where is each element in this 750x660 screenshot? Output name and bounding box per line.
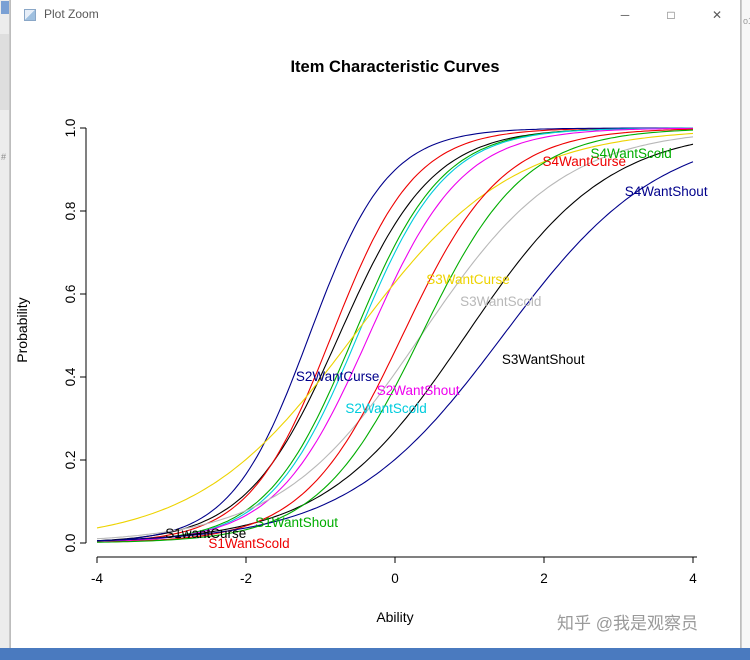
window-icon: [24, 9, 36, 21]
curve-S4WantShout: [96, 161, 694, 542]
curve-S3WantCurse: [96, 132, 694, 529]
x-tick-label: -2: [240, 571, 252, 586]
left-sliver-icon: [1, 1, 9, 14]
curve-label-S3WantCurse: S3WantCurse: [426, 272, 510, 287]
background-window-left-sliver: #: [0, 0, 10, 648]
background-window-right-sliver: o1: [741, 0, 750, 648]
curve-S3WantScold: [96, 136, 694, 540]
left-sliver-glyph: #: [1, 152, 7, 162]
window-title: Plot Zoom: [44, 7, 99, 21]
curve-S2WantCurse: [96, 127, 693, 542]
curve-label-S4WantShout: S4WantShout: [625, 184, 708, 199]
y-tick-label: 0.8: [63, 202, 78, 221]
curve-label-S3WantShout: S3WantShout: [502, 352, 585, 367]
plot-zoom-window: Plot Zoom ─ □ ✕ Item Characteristic Curv…: [10, 0, 741, 648]
curve-label-S4WantScold: S4WantScold: [591, 146, 672, 161]
curve-S1WantScold: [96, 127, 693, 543]
icc-plot: Item Characteristic Curves -4 -2 0 2 4 0.0 0.2 0…: [14, 58, 708, 625]
curve-S1wantCurse: [96, 127, 693, 542]
curve-label-S1wantCurse: S1wantCurse: [165, 526, 246, 541]
curve-label-S2WantScold: S2WantScold: [345, 401, 426, 416]
bottom-blue-bar: [0, 648, 750, 660]
curve-S1WantShout: [96, 127, 693, 543]
x-tick-label: -4: [91, 571, 103, 586]
curve-S2WantShout: [96, 127, 693, 543]
y-tick-label: 0.2: [63, 451, 78, 470]
x-tick-label: 4: [689, 571, 697, 586]
curve-label-S4WantCurse: S4WantCurse: [542, 154, 626, 169]
y-tick-label: 0.6: [63, 285, 78, 304]
y-tick-label: 0.0: [63, 534, 78, 553]
curve-label-S3WantScold: S3WantScold: [460, 294, 541, 309]
right-sliver-text: o1: [743, 16, 750, 26]
x-tick-label: 2: [540, 571, 548, 586]
maximize-button[interactable]: □: [667, 8, 675, 22]
x-tick-label: 0: [391, 571, 399, 586]
curve-S4WantScold: [97, 129, 694, 543]
curve-label-S1WantScold: S1WantScold: [208, 536, 289, 551]
left-sliver-panel: [0, 34, 9, 110]
watermark: 知乎 @我是观察员: [557, 614, 698, 633]
curve-label-S1WantShout: S1WantShout: [255, 515, 338, 530]
minimize-button[interactable]: ─: [620, 8, 630, 22]
y-axis-title: Probability: [14, 297, 30, 362]
curve-label-S2WantCurse: S2WantCurse: [296, 369, 380, 384]
plot-title: Item Characteristic Curves: [290, 58, 499, 76]
x-axis-title: Ability: [376, 609, 413, 625]
window-controls: ─ □ ✕: [602, 0, 740, 30]
y-tick-label: 0.4: [63, 367, 78, 386]
window-titlebar[interactable]: Plot Zoom ─ □ ✕: [11, 0, 740, 30]
curve-label-S2WantShout: S2WantShout: [377, 383, 460, 398]
curve-S3WantShout: [96, 143, 694, 542]
y-tick-label: 1.0: [63, 119, 78, 138]
curve-S4WantCurse: [96, 128, 694, 543]
curve-S2WantScold: [96, 127, 693, 543]
close-button[interactable]: ✕: [711, 8, 723, 22]
